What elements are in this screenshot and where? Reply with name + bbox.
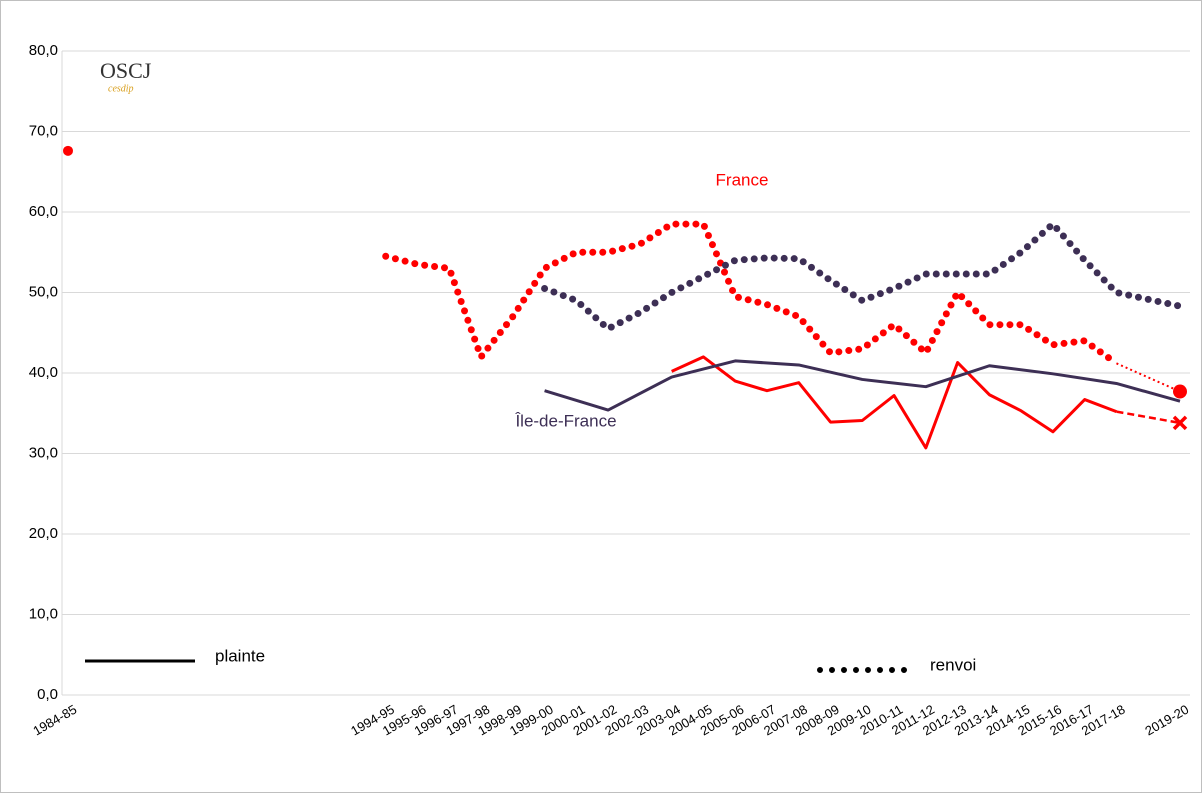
logo-subtext: cesdip (108, 83, 134, 94)
series-tail (1116, 362, 1181, 393)
series-line (541, 219, 1184, 333)
y-tick-label: 60,0 (29, 203, 58, 220)
annotation: Île-de-France (514, 411, 616, 430)
y-tick-label: 0,0 (37, 686, 58, 703)
y-tick-label: 10,0 (29, 605, 58, 622)
series-line (671, 355, 1117, 450)
y-tick-label: 50,0 (29, 283, 58, 300)
x-tick-label: 1984-85 (30, 702, 79, 739)
legend-label: renvoi (930, 655, 976, 674)
data-point (63, 145, 73, 156)
y-tick-label: 40,0 (29, 364, 58, 381)
x-tick-label: 2019-20 (1142, 702, 1191, 739)
annotation: France (716, 170, 769, 189)
series-line (382, 220, 1120, 367)
logo: OSCJ (100, 58, 152, 83)
end-marker (1172, 415, 1188, 431)
legend-label: plainte (215, 646, 265, 665)
y-tick-label: 30,0 (29, 444, 58, 461)
series-tail (1116, 410, 1181, 425)
series-line (544, 359, 1181, 412)
y-tick-label: 70,0 (29, 122, 58, 139)
y-tick-label: 80,0 (29, 42, 58, 59)
y-tick-label: 20,0 (29, 525, 58, 542)
end-marker (1173, 384, 1187, 399)
